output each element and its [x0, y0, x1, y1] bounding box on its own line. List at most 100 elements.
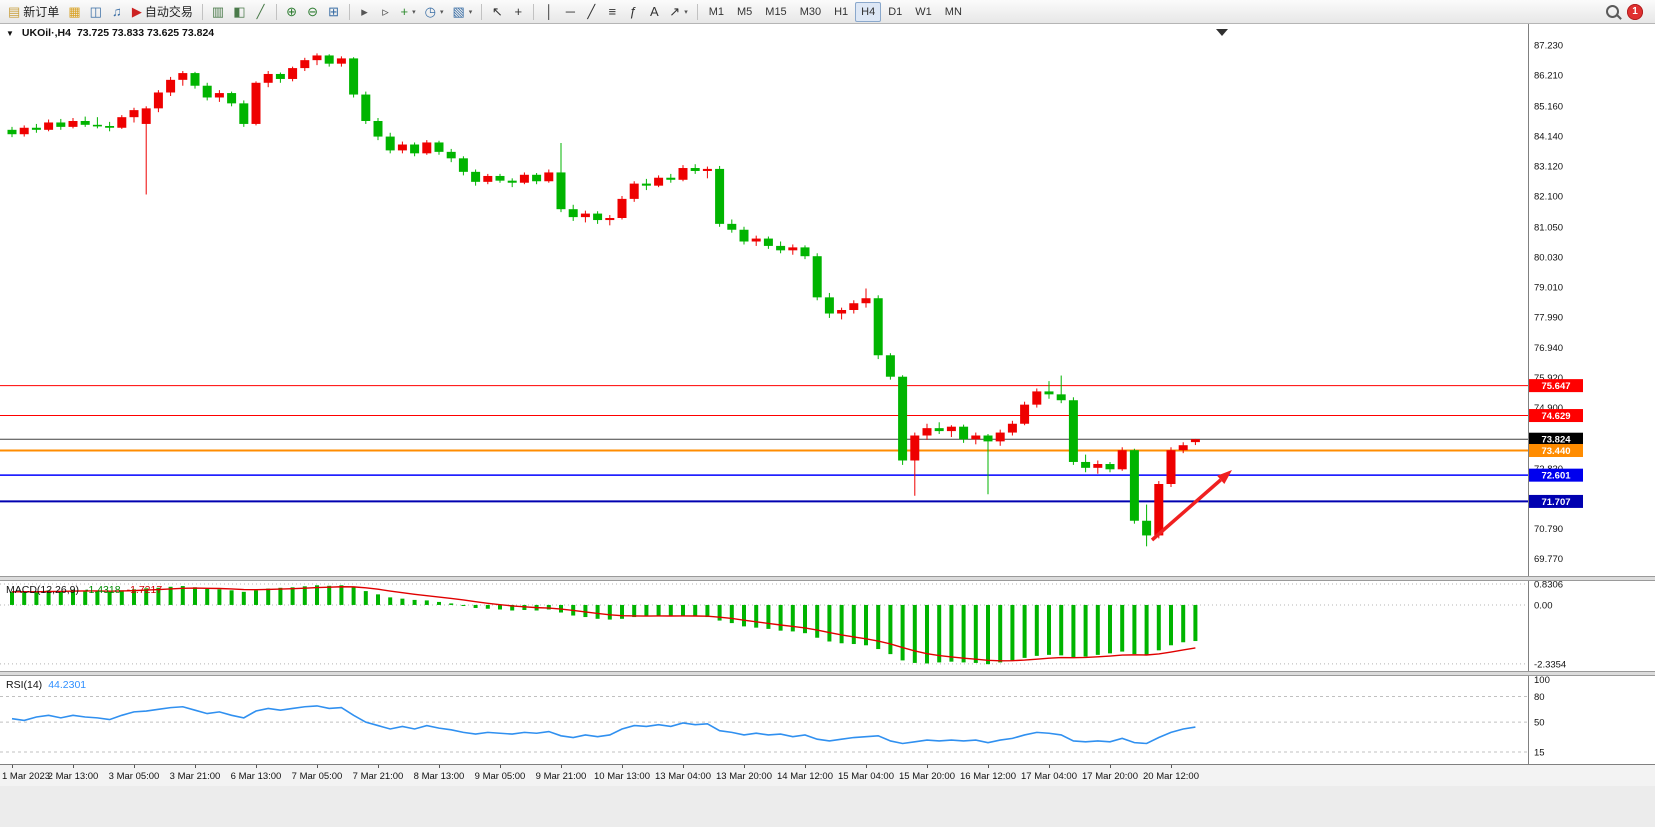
price-chart-canvas[interactable]: 87.230 86.210 85.160 84.140 83.120 82.100 81.0… [0, 24, 1655, 576]
candle-body [239, 103, 249, 124]
candle-body [31, 127, 41, 130]
periods-button[interactable]: ◷ ▾ [421, 2, 448, 22]
timeframe-w1[interactable]: W1 [915, 5, 932, 18]
candle-body [105, 125, 115, 128]
bar-chart-button[interactable]: ▥ [208, 2, 228, 22]
search-icon[interactable] [1606, 5, 1619, 18]
price-tick-label: 80.030 [1534, 252, 1563, 263]
macd-tick-label: 0.00 [1534, 600, 1553, 611]
candle-body [1190, 439, 1200, 443]
timeframe-m5[interactable]: M5 [737, 5, 753, 18]
panel-splitter[interactable] [0, 671, 1655, 676]
dropdown-arrow-icon: ▾ [439, 8, 444, 16]
auto-scroll-button[interactable]: ▸ [355, 2, 375, 22]
candlestick-button[interactable]: ◧ [229, 2, 249, 22]
trendline-button[interactable]: ╱ [581, 2, 601, 22]
zoom-out-button[interactable]: ⊖ [303, 2, 323, 22]
templates-button[interactable]: ▧ ▾ [448, 2, 476, 22]
time-label: 2 Mar 13:00 [47, 771, 99, 782]
candle-body [654, 177, 664, 186]
price-tick-label: 83.120 [1534, 161, 1563, 172]
vertical-line-button[interactable]: │ [539, 2, 559, 22]
candle-body [1020, 404, 1030, 424]
candle-body [849, 303, 859, 310]
time-tick [256, 765, 257, 768]
equidistant-channel-button[interactable]: ≡ [602, 2, 622, 22]
macd-canvas[interactable]: 0.8306 0.00 -2.3354 [0, 581, 1655, 671]
rsi-line [11, 705, 1196, 745]
sound-button[interactable]: ♫ [107, 2, 127, 22]
notification-badge[interactable]: 1 [1627, 3, 1643, 20]
trend-arrow-annotation[interactable] [1150, 470, 1232, 542]
candle-body [617, 198, 627, 218]
arrows-button[interactable]: ↗ ▾ [665, 2, 691, 22]
timeframe-m1[interactable]: M1 [708, 5, 724, 18]
toolbar-separator [201, 3, 203, 20]
chart-shift-marker[interactable] [1216, 29, 1228, 36]
time-tick [195, 765, 196, 768]
new-order-button[interactable]: ▤ 新订单 [4, 2, 63, 22]
tile-windows-button[interactable]: ⊞ [324, 2, 344, 22]
dropdown-arrow-icon: ▾ [412, 8, 416, 16]
crosshair-button[interactable]: + [508, 2, 528, 22]
market-watch-button[interactable]: ◫ [86, 2, 106, 22]
text-button[interactable]: A [644, 2, 664, 22]
profiles-button[interactable]: ▦ [64, 2, 84, 22]
candle-body [800, 247, 810, 257]
chart-shift-button[interactable]: ▹ [376, 2, 396, 22]
candle-body [1166, 450, 1176, 484]
candle-body [446, 151, 456, 159]
line-chart-button[interactable]: ╱ [251, 2, 271, 22]
timeframe-h1[interactable]: H1 [834, 5, 849, 18]
candle-body [544, 172, 554, 182]
panel-splitter[interactable] [0, 576, 1655, 581]
candle-body [556, 172, 566, 210]
candle-body [715, 168, 725, 224]
candle-body [1007, 423, 1017, 433]
time-label: 8 Mar 13:00 [413, 771, 465, 782]
candle-body [458, 158, 468, 172]
time-axis[interactable]: 1 Mar 2023 2 Mar 13:00 3 Mar 05:00 3 Mar 21… [0, 764, 1655, 786]
fibonacci-button[interactable]: ƒ [623, 2, 643, 22]
timeframe-h4[interactable]: H4 [855, 1, 882, 22]
autotrade-button[interactable]: ▶ 自动交易 [128, 2, 197, 22]
candle-body [361, 94, 371, 121]
candle-body [385, 136, 395, 151]
rsi-canvas[interactable]: 100 80 50 15 [0, 676, 1655, 764]
candle-body [19, 127, 29, 135]
timeframe-mn[interactable]: MN [944, 5, 962, 18]
time-tick [1049, 765, 1050, 768]
new-order-icon: ▤ [8, 4, 21, 19]
horizontal-line-button[interactable]: ─ [560, 2, 580, 22]
toolbar-separator [275, 3, 277, 20]
candle-body [1068, 400, 1078, 462]
candle-body [641, 183, 651, 186]
trendline-icon: ╱ [587, 4, 596, 19]
price-line-badge-label: 72.601 [1541, 471, 1571, 482]
horizontal-lines-layer[interactable] [0, 385, 1528, 503]
toolbar-buttons: ▤ 新订单 ▦ ◫ ♫ ▶ 自动交易 ▥ ◧ ╱ ⊕ ⊖ ⊞ ▸ ▹ + ▾ ◷ ▾ ▧ ▾ ↖ + │ ─ ╱ ≡ ƒ A ↗ ▾ M1 M5… [4, 1, 968, 22]
candle-body [568, 209, 578, 218]
toolbar-separator [348, 3, 350, 20]
time-tick [1171, 765, 1172, 768]
sound-icon: ♫ [112, 4, 122, 19]
timeframe-d1[interactable]: D1 [888, 5, 903, 18]
timeframe-m30[interactable]: M30 [799, 5, 822, 18]
candle-body [910, 435, 920, 461]
zoom-in-button[interactable]: ⊕ [282, 2, 302, 22]
candle-body [288, 68, 298, 79]
timeframe-m15[interactable]: M15 [765, 5, 787, 18]
candle-body [80, 120, 90, 125]
candle-body [275, 73, 285, 79]
time-tick [866, 765, 867, 768]
toolbar-separator [696, 3, 698, 20]
indicators-button[interactable]: + ▾ [397, 2, 420, 22]
time-tick [622, 765, 623, 768]
price-line-badge [1529, 443, 1583, 457]
price-tick-label: 82.100 [1534, 191, 1563, 202]
price-line-badge-label: 73.440 [1541, 446, 1570, 457]
arrows-icon: ↗ [669, 4, 681, 19]
candle-body [397, 144, 407, 151]
candle-body [434, 142, 444, 152]
cursor-button[interactable]: ↖ [487, 2, 507, 22]
